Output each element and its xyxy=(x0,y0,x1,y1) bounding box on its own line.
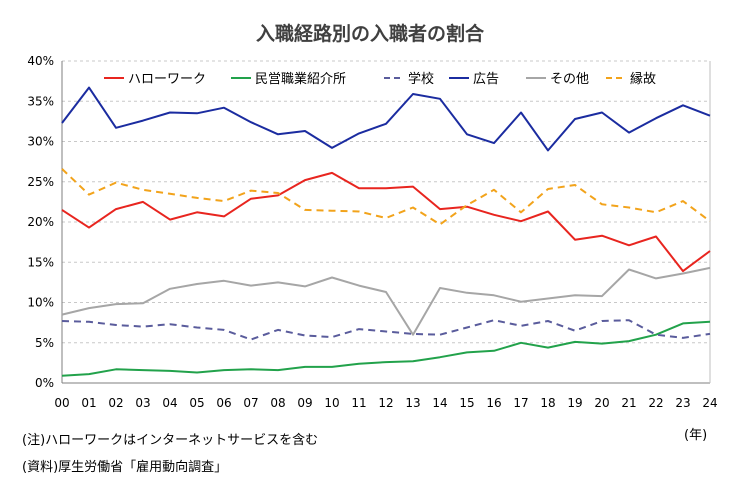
x-axis-unit: (年) xyxy=(684,428,708,443)
x-tick-label: 09 xyxy=(297,396,312,410)
series-line xyxy=(61,319,711,341)
series-line xyxy=(61,320,711,377)
x-tick-label: 21 xyxy=(621,396,636,410)
series-line xyxy=(61,86,711,152)
source-note: (資料)厚生労働省「雇用動向調査」 xyxy=(22,460,228,475)
x-tick-label: 16 xyxy=(486,396,501,410)
x-tick-label: 04 xyxy=(162,396,177,410)
grid-lines xyxy=(62,60,710,344)
x-tick-label: 20 xyxy=(594,396,609,410)
legend-label: 民営職業紹介所 xyxy=(255,71,346,87)
x-tick-label: 15 xyxy=(459,396,474,410)
x-tick-label: 17 xyxy=(513,396,528,410)
x-tick-label: 05 xyxy=(189,396,204,410)
y-tick-label: 40% xyxy=(27,54,54,68)
x-tick-label: 06 xyxy=(216,396,231,410)
y-axis: 0% 5% 10% 15% 20% 25% 30% 35% 40% xyxy=(27,54,63,390)
y-tick-label: 10% xyxy=(27,296,54,310)
x-tick-label: 14 xyxy=(432,396,447,410)
x-tick-label: 03 xyxy=(135,396,150,410)
y-tick-label: 25% xyxy=(27,175,54,189)
x-tick-label: 00 xyxy=(54,396,69,410)
legend-label: その他 xyxy=(550,72,589,87)
chart-title: 入職経路別の入職者の割合 xyxy=(256,22,485,45)
x-tick-label: 13 xyxy=(405,396,420,410)
x-tick-label: 23 xyxy=(675,396,690,410)
x-tick-label: 22 xyxy=(648,396,663,410)
legend-label: 学校 xyxy=(408,71,434,87)
legend-label: 広告 xyxy=(473,72,499,87)
x-tick-label: 12 xyxy=(378,396,393,410)
legend: ハローワーク 民営職業紹介所 学校 広告 その他 縁故 xyxy=(104,71,656,87)
series-line xyxy=(61,168,711,226)
y-tick-label: 5% xyxy=(35,336,54,350)
legend-label: 縁故 xyxy=(630,71,656,87)
x-tick-label: 10 xyxy=(324,396,339,410)
y-tick-label: 0% xyxy=(35,376,54,390)
x-tick-label: 01 xyxy=(81,396,96,410)
x-tick-label: 08 xyxy=(270,396,285,410)
footnote: (注)ハローワークはインターネットサービスを含む xyxy=(22,433,319,448)
x-tick-label: 18 xyxy=(540,396,555,410)
legend-label: ハローワーク xyxy=(128,72,206,87)
x-tick-label: 02 xyxy=(108,396,123,410)
series-line xyxy=(61,171,711,273)
x-tick-label: 07 xyxy=(243,396,258,410)
series-line xyxy=(61,266,711,336)
y-tick-label: 15% xyxy=(27,255,54,269)
y-tick-label: 30% xyxy=(27,135,54,149)
x-tick-label: 11 xyxy=(351,396,366,410)
x-tick-label: 19 xyxy=(567,396,582,410)
x-axis: 00 01 02 03 04 05 06 07 08 09 10 11 12 13 14 15 16 17 18 19… xyxy=(54,61,718,410)
x-tick-label: 24 xyxy=(702,396,717,410)
series-lines xyxy=(61,86,711,377)
y-tick-label: 20% xyxy=(27,215,54,229)
y-tick-label: 35% xyxy=(27,94,54,108)
